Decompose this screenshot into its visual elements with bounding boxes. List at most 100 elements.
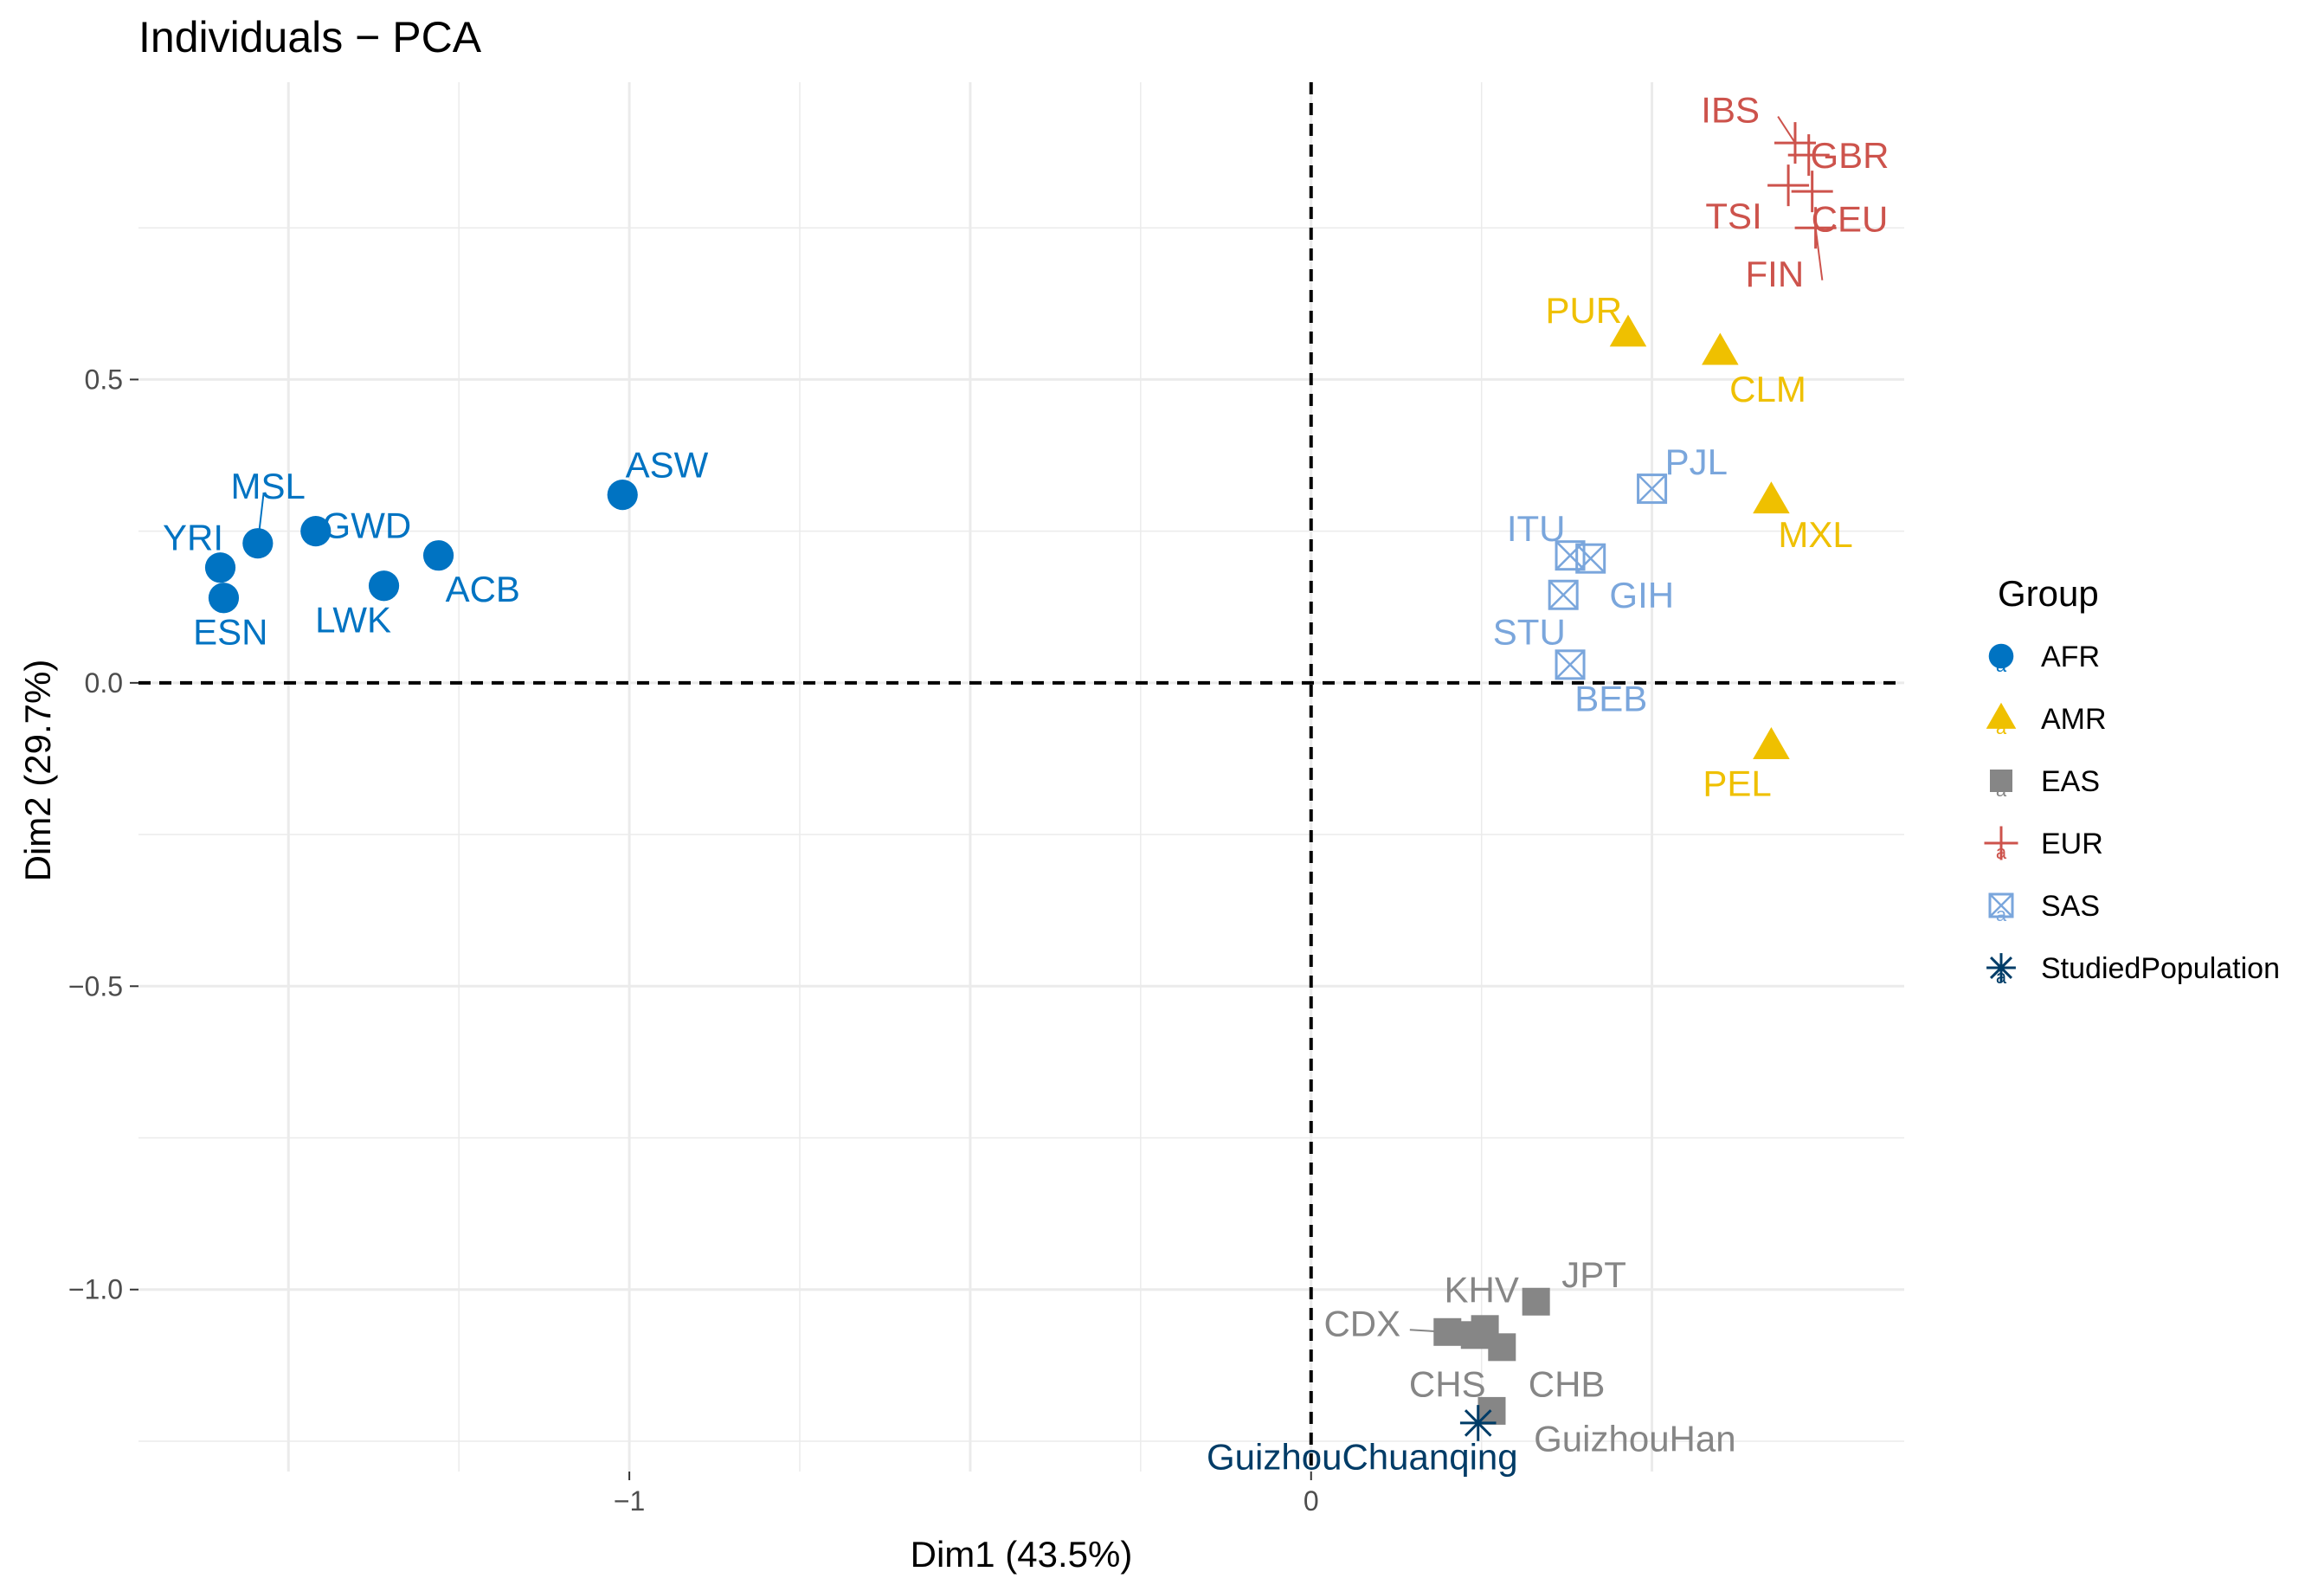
legend-label-sas: SAS xyxy=(2041,890,2100,923)
box-shape xyxy=(1555,540,1586,571)
box-x-b xyxy=(1555,649,1585,680)
point-beb xyxy=(1555,649,1586,680)
square-shape xyxy=(1488,1333,1516,1362)
square-marker xyxy=(1990,770,2012,792)
point-label-cdx: CDX xyxy=(1323,1303,1400,1343)
legend-label-studiedpopulation: StudiedPopulation xyxy=(2041,952,2280,985)
circle-shape xyxy=(607,479,638,511)
triangle-shape xyxy=(1702,332,1739,365)
point-esn xyxy=(208,583,240,614)
box-x-b xyxy=(1637,473,1667,504)
legend-key-sas: a xyxy=(1988,892,2014,925)
legend-key-glyph: a xyxy=(1996,966,2007,988)
point-label-chb: CHB xyxy=(1529,1363,1606,1404)
point-label-pjl: PJL xyxy=(1665,441,1728,482)
legend-key-eas: a xyxy=(1990,770,2012,801)
square-shape xyxy=(1990,770,2012,792)
point-label-clm: CLM xyxy=(1729,369,1806,409)
point-mxl xyxy=(1753,481,1790,514)
y-tick-label: −0.5 xyxy=(68,970,123,1002)
circle-shape xyxy=(208,583,240,614)
box-x-b xyxy=(1548,580,1579,610)
box-shape xyxy=(1575,543,1606,574)
point-label-pel: PEL xyxy=(1703,763,1771,804)
chart-title: Individuals − PCA xyxy=(138,13,482,61)
y-tick-label: 0.0 xyxy=(85,667,123,699)
point-gbr xyxy=(1787,134,1830,177)
point-label-msl: MSL xyxy=(230,466,305,506)
legend-title: Group xyxy=(1998,573,2099,614)
leader-line xyxy=(1777,115,1796,144)
y-axis-title: Dim2 (29.7%) xyxy=(17,660,58,882)
legend-key-studiedpopulation: a xyxy=(1986,953,2016,988)
legend-key-glyph: a xyxy=(1996,779,2007,801)
triangle-shape xyxy=(1753,481,1790,514)
point-acb xyxy=(422,540,454,571)
point-chs xyxy=(1460,1321,1489,1349)
triangle-shape xyxy=(1986,702,2017,729)
square-shape xyxy=(1460,1321,1489,1349)
x-axis-title: Dim1 (43.5%) xyxy=(911,1534,1133,1575)
point-label-stu: STU xyxy=(1493,611,1566,652)
point-label-acb: ACB xyxy=(446,569,520,609)
legend-label-eur: EUR xyxy=(2041,828,2103,860)
point-label-khv: KHV xyxy=(1444,1270,1518,1311)
box-shape xyxy=(1637,473,1668,505)
point-ceu xyxy=(1791,171,1833,213)
point-asw xyxy=(607,479,638,511)
asterisk-stroke xyxy=(1464,1409,1492,1437)
point-label-asw: ASW xyxy=(626,445,709,486)
legend-key-eur: a xyxy=(1984,826,2018,863)
point-label-gih: GIH xyxy=(1609,575,1674,615)
legend-key-glyph: a xyxy=(1996,904,2007,925)
point-label-guizhouchuanqing: GuizhouChuanqing xyxy=(1207,1436,1518,1477)
legend-key-glyph: a xyxy=(1996,654,2007,676)
grid-lines xyxy=(138,82,1904,1472)
asterisk-marker xyxy=(1986,953,2016,982)
axis-ticks: −1 0 0.5 0.0 −0.5 −1.0 xyxy=(68,364,1319,1517)
circle-shape xyxy=(1988,643,2014,669)
point-pur xyxy=(1609,314,1647,347)
point-label-pur: PUR xyxy=(1545,290,1622,331)
x-tick-label: −1 xyxy=(614,1485,645,1517)
box-x-b xyxy=(1575,544,1606,574)
point-label-mxl: MXL xyxy=(1778,514,1852,555)
box-shape xyxy=(1548,579,1579,610)
square-shape xyxy=(1433,1317,1462,1346)
point-label-fin: FIN xyxy=(1746,254,1805,294)
asterisk-stroke xyxy=(1989,956,2013,980)
circle-shape xyxy=(242,528,274,559)
x-tick-label: 0 xyxy=(1304,1485,1319,1517)
circle-shape xyxy=(300,516,332,547)
legend-key-glyph: a xyxy=(1996,717,2007,738)
circle-shape xyxy=(368,570,400,602)
y-tick-label: 0.5 xyxy=(85,364,123,395)
reference-lines xyxy=(138,82,1904,1472)
triangle-shape xyxy=(1609,314,1647,347)
y-tick-label: −1.0 xyxy=(68,1274,123,1305)
point-tsi xyxy=(1767,164,1810,207)
point-guizhouchuanqing xyxy=(1459,1405,1497,1441)
legend-label-afr: AFR xyxy=(2041,641,2100,673)
circle-marker xyxy=(1988,643,2014,669)
point-label-jpt: JPT xyxy=(1561,1254,1626,1295)
legend-key-glyph: a xyxy=(1996,841,2007,863)
boxed-x-marker xyxy=(1988,892,2014,918)
point-label-yri: YRI xyxy=(163,518,223,558)
point-label-gwd: GWD xyxy=(323,506,412,546)
data-points xyxy=(204,122,1837,1441)
legend-key-amr: a xyxy=(1986,702,2017,738)
point-label-ibs: IBS xyxy=(1701,90,1760,131)
point-gih xyxy=(1575,543,1606,574)
point-cdx xyxy=(1433,1317,1462,1346)
point-jpt xyxy=(1522,1287,1550,1316)
point-label-beb: BEB xyxy=(1574,678,1647,718)
square-shape xyxy=(1522,1287,1550,1316)
box-shape xyxy=(1988,892,2014,918)
point-stu xyxy=(1548,579,1579,610)
triangle-marker xyxy=(1986,702,2017,729)
box-x-b xyxy=(1989,893,2013,918)
